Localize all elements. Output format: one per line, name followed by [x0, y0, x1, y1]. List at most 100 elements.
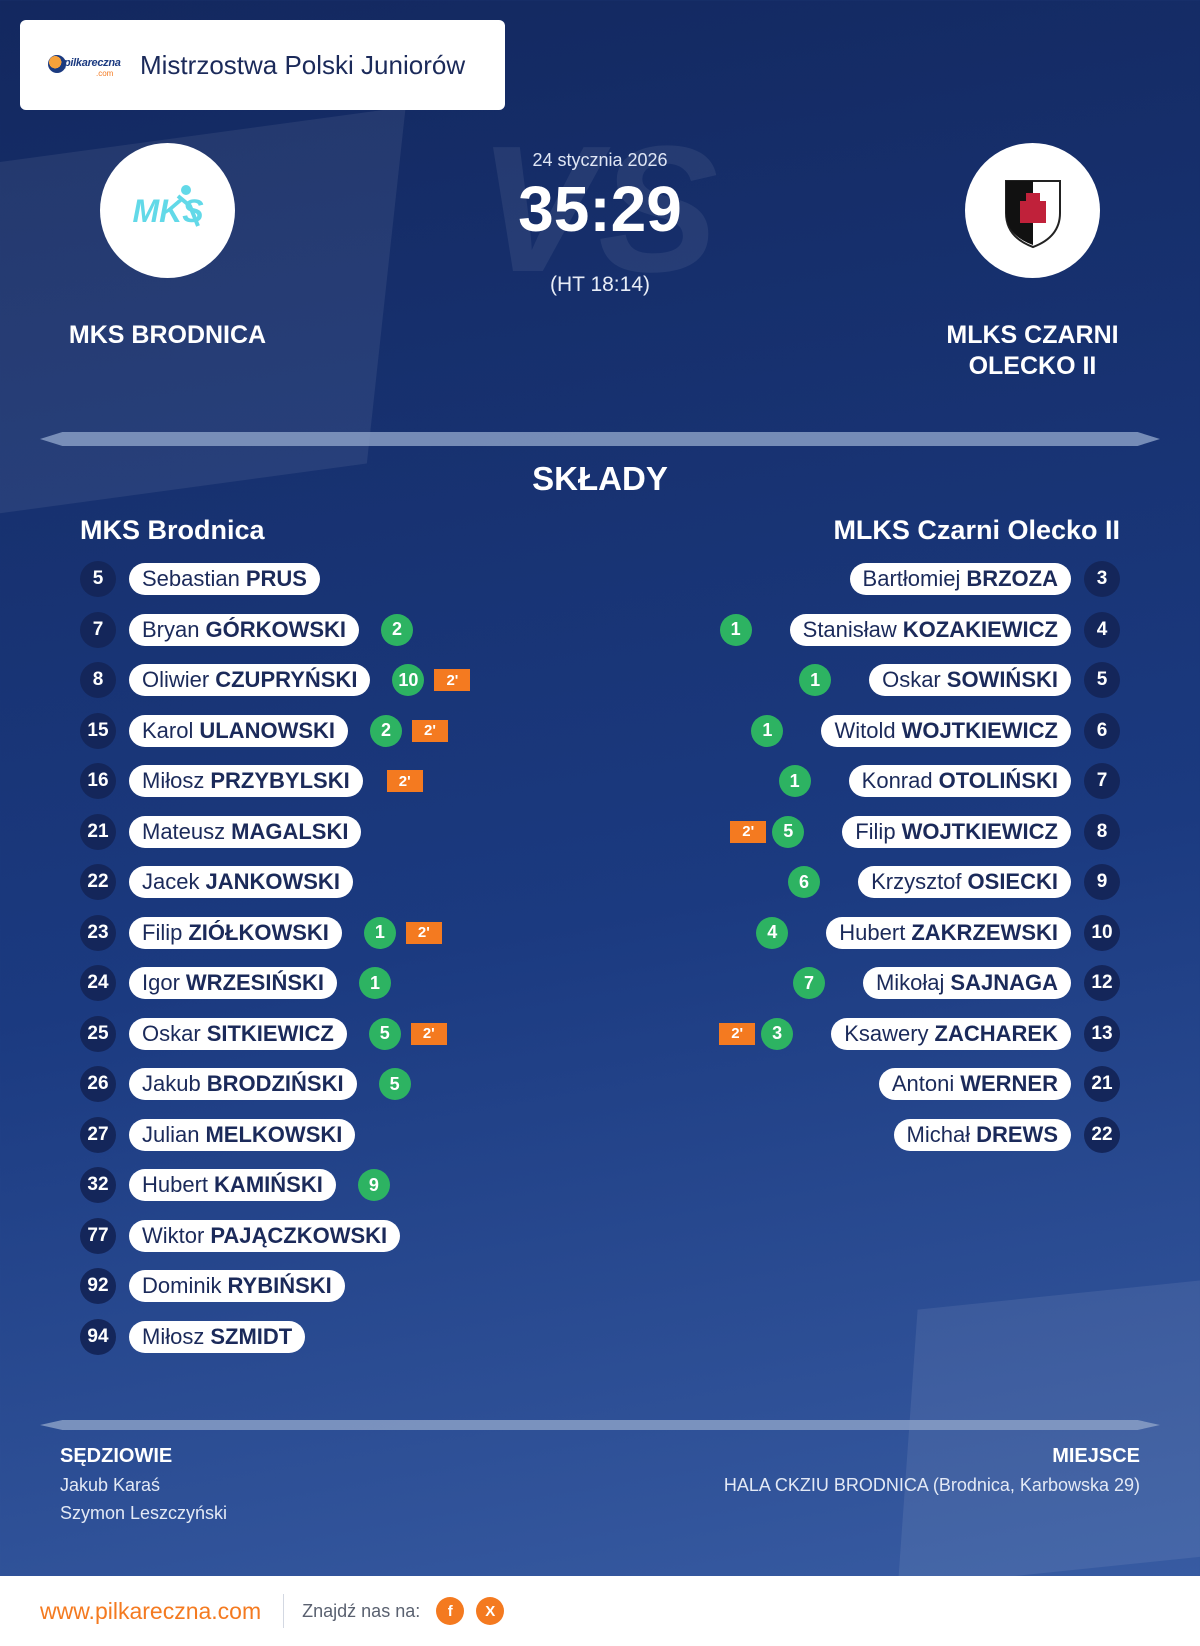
player-surname: MAGALSKI — [231, 818, 349, 844]
player-name-pill: Filip ZIÓŁKOWSKI — [129, 916, 342, 949]
goals-badge: 5 — [378, 1068, 411, 1100]
home-player-row: 24 Igor WRZESIŃSKI 1 — [80, 965, 392, 1001]
player-first-name: Krzysztof — [871, 869, 962, 894]
home-player-row: 26 Jakub BRODZIŃSKI 5 — [80, 1066, 411, 1102]
player-surname: DREWS — [976, 1121, 1058, 1147]
home-team-logo: MKS — [100, 143, 235, 278]
player-name-pill: Stanisław KOZAKIEWICZ — [789, 613, 1071, 646]
player-number: 22 — [80, 864, 116, 900]
player-surname: PRZYBYLSKI — [210, 768, 350, 793]
player-number: 77 — [80, 1217, 116, 1254]
player-name-pill: Oskar SOWIŃSKI — [869, 664, 1071, 696]
away-player-row: 12 Mikołaj SAJNAGA 7 — [792, 965, 1120, 1001]
x-icon[interactable]: X — [476, 1597, 505, 1625]
match-date: 24 stycznia 2026 — [532, 150, 668, 170]
goals-badge: 10 — [392, 664, 425, 696]
player-name-pill: Wiktor PAJĄCZKOWSKI — [129, 1219, 401, 1252]
player-name-pill: Sebastian PRUS — [129, 563, 320, 595]
player-number: 21 — [80, 813, 116, 850]
facebook-icon[interactable]: f — [436, 1597, 465, 1625]
player-first-name: Jacek — [142, 869, 200, 894]
home-player-row: 22 Jacek JANKOWSKI — [80, 864, 353, 900]
player-name-pill: Witold WOJTKIEWICZ — [821, 714, 1071, 747]
player-surname: OSIECKI — [967, 869, 1058, 894]
penalty-badge: 2' — [412, 719, 449, 742]
player-number: 26 — [80, 1066, 116, 1102]
player-first-name: Bryan — [142, 616, 200, 642]
player-number: 13 — [1084, 1015, 1120, 1052]
goals-badge: 5 — [772, 815, 805, 848]
goals-badge: 3 — [761, 1017, 794, 1050]
player-first-name: Mikołaj — [875, 970, 945, 995]
player-first-name: Antoni — [891, 1071, 955, 1096]
player-surname: OTOLIŃSKI — [938, 768, 1058, 793]
player-name-pill: Bryan GÓRKOWSKI — [129, 613, 360, 646]
player-name-pill: Hubert ZAKRZEWSKI — [826, 916, 1071, 949]
player-number: 32 — [80, 1167, 116, 1203]
player-first-name: Dominik — [142, 1273, 222, 1298]
player-name-pill: Jakub BRODZIŃSKI — [129, 1068, 357, 1100]
player-name-pill: Filip WOJTKIEWICZ — [842, 815, 1071, 848]
goals-badge: 7 — [792, 967, 825, 999]
player-number: 6 — [1084, 712, 1120, 749]
player-surname: SOWIŃSKI — [946, 667, 1058, 692]
player-name-pill: Oskar SITKIEWICZ — [129, 1017, 347, 1050]
referee-name: Jakub Karaś — [60, 1475, 161, 1495]
player-first-name: Mateusz — [142, 818, 226, 844]
logo-wordmark: pilkareczna — [64, 57, 121, 69]
home-player-row: 94 Miłosz SZMIDT — [80, 1318, 306, 1355]
away-player-row: 3 Bartłomiej BRZOZA — [849, 561, 1120, 597]
player-name-pill: Miłosz SZMIDT — [129, 1320, 306, 1353]
player-first-name: Julian — [142, 1121, 200, 1147]
player-number: 5 — [1084, 662, 1120, 698]
player-name-pill: Mateusz MAGALSKI — [129, 815, 362, 848]
player-first-name: Witold — [834, 717, 896, 743]
site-logo[interactable]: pilkareczna .com — [48, 45, 138, 85]
penalty-badge: 2' — [386, 770, 423, 792]
halftime-score: (HT 18:14) — [550, 273, 650, 296]
penalty-badge: 2' — [719, 1022, 756, 1045]
away-player-row: 21 Antoni WERNER — [878, 1066, 1120, 1102]
venue-text: HALA CKZIU BRODNICA (Brodnica, Karbowska… — [723, 1475, 1140, 1495]
player-first-name: Oskar — [882, 667, 941, 692]
player-surname: ZIÓŁKOWSKI — [188, 919, 329, 945]
player-surname: WRZESIŃSKI — [185, 970, 325, 995]
player-surname: PRUS — [245, 566, 307, 591]
player-surname: SAJNAGA — [950, 970, 1058, 995]
site-link[interactable]: www.pilkareczna.com — [40, 1597, 262, 1624]
player-number: 10 — [1084, 914, 1120, 951]
player-surname: CZUPRYŃSKI — [215, 667, 358, 692]
venue-label: MIEJSCE — [1052, 1445, 1140, 1467]
player-first-name: Filip — [855, 818, 896, 844]
away-team-logo — [965, 143, 1100, 278]
czarni-shield-icon — [1004, 179, 1061, 248]
home-player-row: 16 Miłosz PRZYBYLSKI 2' — [80, 763, 423, 799]
away-player-row: 8 Filip WOJTKIEWICZ 5 2' — [730, 813, 1120, 850]
player-surname: BRZOZA — [966, 566, 1058, 591]
goals-badge: 1 — [751, 714, 784, 747]
away-player-row: 6 Witold WOJTKIEWICZ 1 — [751, 712, 1120, 749]
player-number: 5 — [80, 561, 116, 597]
home-player-row: 15 Karol ULANOWSKI 2 2' — [80, 712, 449, 749]
player-first-name: Ksawery — [844, 1020, 929, 1046]
player-number: 4 — [1084, 611, 1120, 648]
player-number: 3 — [1084, 561, 1120, 597]
away-player-row: 5 Oskar SOWIŃSKI 1 — [799, 662, 1120, 698]
player-surname: WOJTKIEWICZ — [901, 818, 1058, 844]
away-player-row: 22 Michał DREWS — [893, 1116, 1120, 1153]
player-name-pill: Dominik RYBIŃSKI — [129, 1270, 345, 1302]
player-name-pill: Mikołaj SAJNAGA — [862, 967, 1071, 999]
player-first-name: Bartłomiej — [862, 566, 961, 591]
player-name-pill: Igor WRZESIŃSKI — [129, 967, 338, 999]
competition-header: pilkareczna .com Mistrzostwa Polski Juni… — [20, 20, 505, 110]
home-player-row: 5 Sebastian PRUS — [80, 561, 320, 597]
player-name-pill: Oliwier CZUPRYŃSKI — [129, 664, 371, 696]
goals-badge: 2 — [381, 613, 414, 646]
player-first-name: Wiktor — [142, 1222, 205, 1248]
player-name-pill: Michał DREWS — [893, 1118, 1071, 1151]
home-player-row: 92 Dominik RYBIŃSKI — [80, 1268, 345, 1304]
player-first-name: Hubert — [142, 1172, 209, 1197]
logo-suffix: .com — [96, 69, 114, 78]
away-player-row: 4 Stanisław KOZAKIEWICZ 1 — [719, 611, 1120, 648]
home-player-row: 25 Oskar SITKIEWICZ 5 2' — [80, 1015, 447, 1052]
